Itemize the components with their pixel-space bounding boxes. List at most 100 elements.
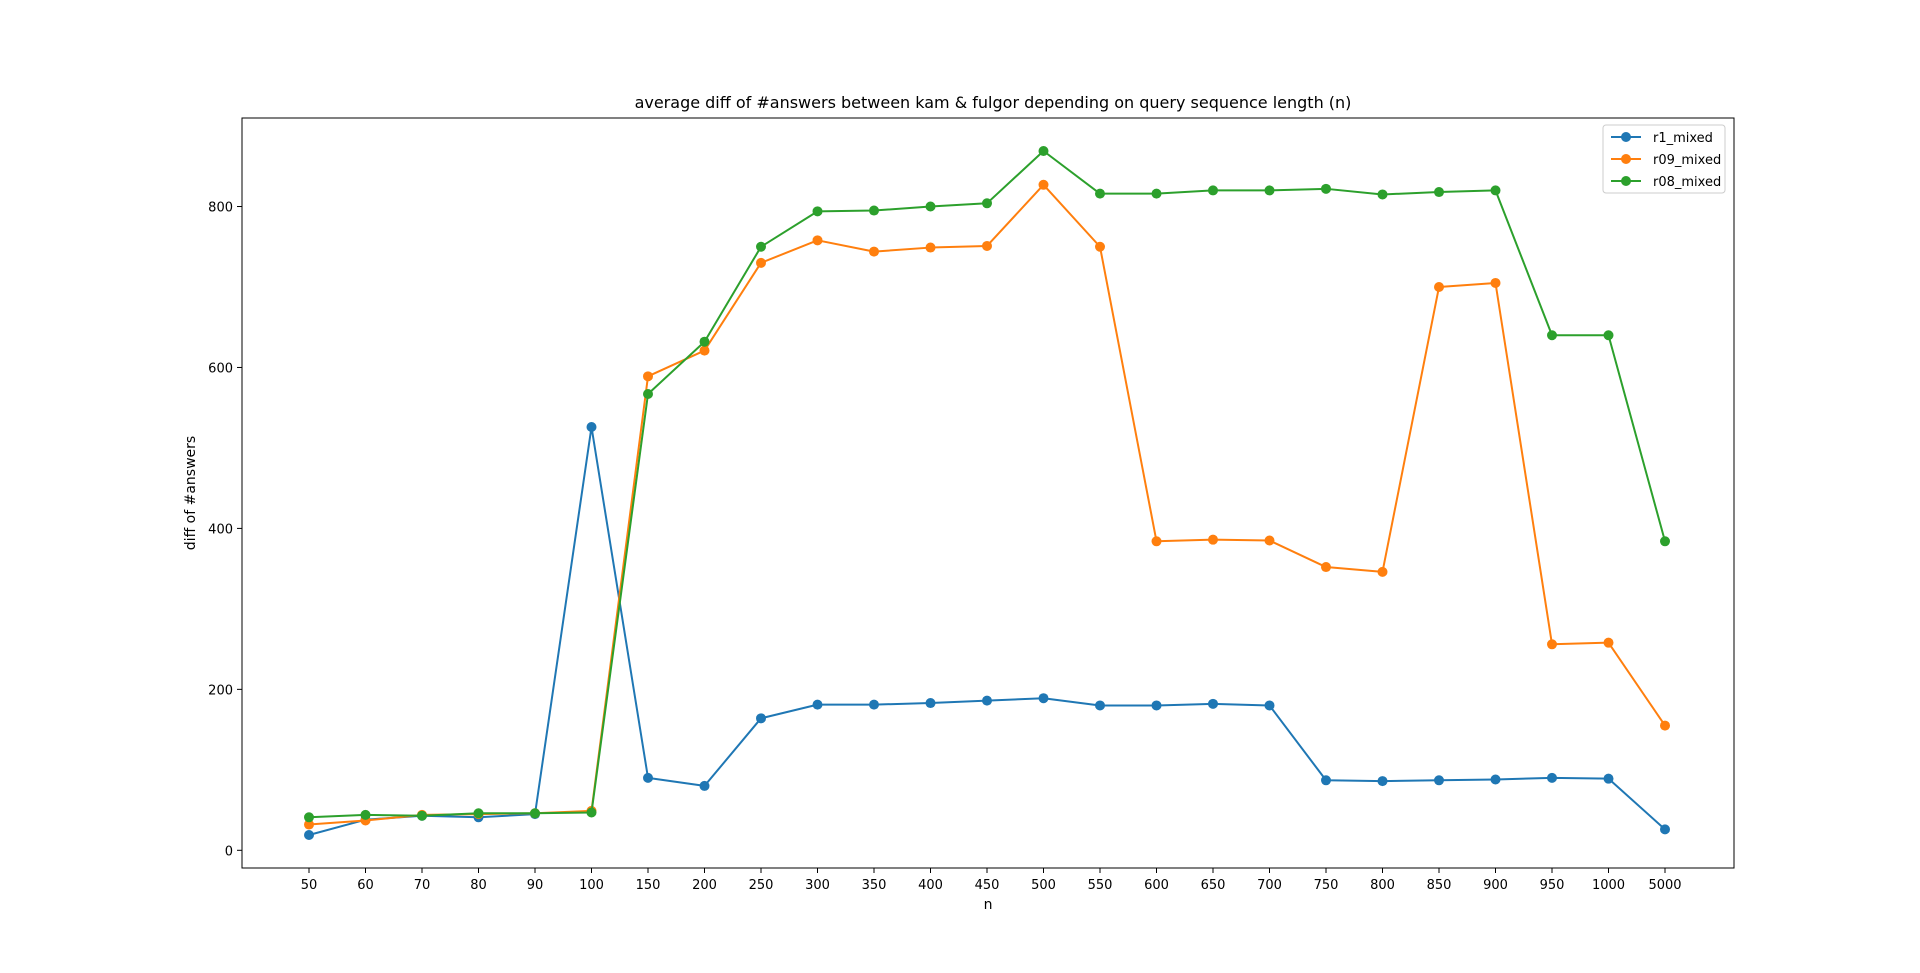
legend-box [1602, 124, 1726, 194]
data-point [1151, 536, 1162, 547]
data-point [643, 772, 653, 783]
legend: r1_mixed r09_mixed r08_mixed [1602, 124, 1726, 194]
data-point [812, 699, 823, 710]
data-point [1490, 185, 1501, 196]
y-axis: 0 200 400 600 800 [208, 201, 242, 859]
data-point [1264, 700, 1275, 711]
y-tick-label: 600 [208, 361, 233, 376]
data-point [1547, 772, 1557, 783]
data-point [1264, 185, 1275, 196]
x-tick-label: 90 [527, 878, 544, 893]
data-point [1377, 776, 1388, 787]
data-point [1095, 700, 1105, 711]
data-point [1434, 775, 1444, 786]
data-point [699, 345, 710, 356]
data-point [586, 422, 597, 433]
x-tick-label: 500 [1031, 878, 1056, 893]
data-point [1095, 241, 1105, 252]
x-tick-label: 700 [1257, 878, 1282, 893]
data-point [1660, 720, 1670, 731]
data-point [1377, 189, 1388, 200]
x-tick-label: 150 [636, 878, 661, 893]
series-layer [304, 145, 1670, 841]
x-tick-label: 60 [357, 878, 374, 893]
data-point [1321, 775, 1331, 786]
y-tick-label: 800 [208, 201, 233, 216]
legend-marker [1621, 176, 1631, 186]
data-point [304, 819, 314, 830]
x-tick-label: 300 [805, 878, 830, 893]
series-r1_mixed [304, 422, 1670, 841]
x-tick-label: 80 [470, 878, 487, 893]
data-point [360, 809, 371, 820]
data-point [473, 808, 484, 819]
legend-item-r08_mixed: r08_mixed [1611, 175, 1721, 190]
data-point [1490, 277, 1501, 288]
data-point [530, 808, 540, 819]
x-tick-label: 800 [1370, 878, 1395, 893]
data-point [1095, 188, 1105, 199]
data-point [1208, 698, 1218, 709]
data-point [1603, 637, 1614, 648]
data-point [1603, 330, 1614, 341]
x-tick-label: 5000 [1648, 878, 1681, 893]
x-tick-label: 250 [749, 878, 774, 893]
series-line [308, 426, 1666, 836]
legend-marker [1621, 132, 1631, 142]
legend-label: r1_mixed [1653, 131, 1713, 146]
data-point [1321, 183, 1331, 194]
data-point [699, 336, 710, 347]
data-point [1264, 535, 1275, 546]
x-tick-label: 450 [975, 878, 1000, 893]
legend-label: r08_mixed [1653, 175, 1721, 190]
data-point [1038, 693, 1049, 704]
data-point [1321, 562, 1331, 573]
data-point [304, 830, 314, 841]
y-tick-label: 200 [208, 683, 233, 698]
legend-marker [1621, 154, 1631, 164]
plot-area [241, 117, 1735, 869]
legend-item-r1_mixed: r1_mixed [1611, 131, 1713, 146]
data-point [1547, 330, 1557, 341]
data-point [1151, 700, 1162, 711]
x-tick-label: 400 [918, 878, 943, 893]
data-point [869, 699, 879, 710]
data-point [417, 810, 427, 821]
data-point [756, 713, 766, 724]
data-point [1490, 774, 1501, 785]
data-point [812, 206, 823, 217]
x-tick-label: 100 [579, 878, 604, 893]
data-point [1660, 824, 1670, 835]
series-r08_mixed [304, 145, 1670, 823]
data-point [925, 698, 936, 709]
series-r09_mixed [304, 179, 1670, 830]
x-tick-label: 50 [301, 878, 318, 893]
data-point [756, 241, 766, 252]
x-tick-label: 850 [1427, 878, 1452, 893]
data-point [643, 371, 653, 382]
data-point [699, 780, 710, 791]
y-tick-label: 400 [208, 522, 233, 537]
data-point [1038, 179, 1049, 190]
data-point [304, 812, 314, 823]
data-point [982, 695, 992, 706]
data-point [812, 235, 823, 246]
data-point [1151, 188, 1162, 199]
data-point [1603, 773, 1614, 784]
data-point [586, 807, 597, 818]
x-tick-label: 550 [1088, 878, 1113, 893]
data-point [982, 240, 992, 251]
data-point [756, 257, 766, 268]
legend-label: r09_mixed [1653, 153, 1721, 168]
x-tick-label: 900 [1483, 878, 1508, 893]
data-point [1660, 536, 1670, 547]
data-point [869, 246, 879, 257]
x-tick-label: 950 [1540, 878, 1565, 893]
data-point [982, 198, 992, 209]
x-tick-label: 750 [1314, 878, 1339, 893]
x-tick-label: 1000 [1592, 878, 1625, 893]
data-point [1434, 187, 1444, 198]
x-tick-label: 200 [692, 878, 717, 893]
data-point [1547, 639, 1557, 650]
